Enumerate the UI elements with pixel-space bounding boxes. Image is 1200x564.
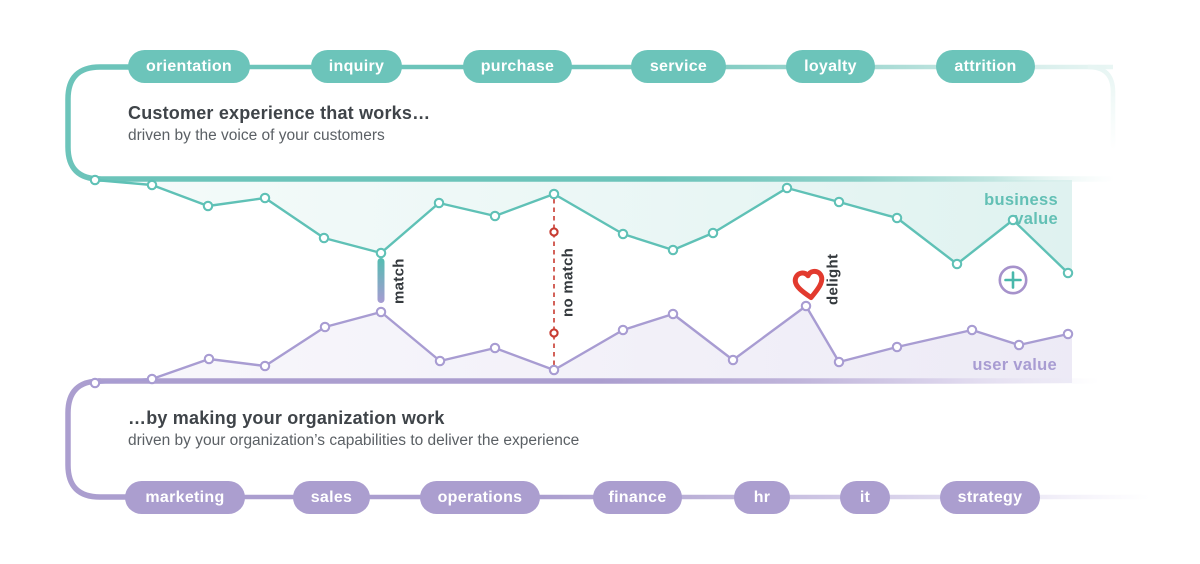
department-pill-marketing: marketing [125, 481, 245, 514]
delight-label: delight [824, 253, 842, 305]
business-value-point [202, 200, 214, 212]
business-value-point [781, 182, 793, 194]
plus-icon[interactable] [998, 265, 1028, 295]
business-value-point [951, 258, 963, 270]
business-value-point [89, 174, 101, 186]
business-value-label: business value [984, 191, 1058, 228]
customer-section-subtitle: driven by the voice of your customers [128, 127, 385, 144]
business-value-point [433, 197, 445, 209]
business-value-point [891, 212, 903, 224]
business-value-point [1062, 267, 1074, 279]
no-match-dot [549, 227, 559, 237]
user-value-point [146, 373, 158, 385]
journey-stage-pill-orientation: orientation [128, 50, 250, 83]
business-value-point [259, 192, 271, 204]
user-value-point [727, 354, 739, 366]
journey-stage-pill-attrition: attrition [936, 50, 1035, 83]
user-value-point [319, 321, 331, 333]
organization-section-heading: …by making your organization work driven… [128, 407, 579, 450]
user-value-line [93, 304, 1070, 385]
delight-heart-icon [792, 268, 825, 301]
business-value-point [146, 179, 158, 191]
business-value-point [318, 232, 330, 244]
organization-section-subtitle: driven by your organization’s capabiliti… [128, 432, 580, 449]
user-value-point [966, 324, 978, 336]
business-value-line [93, 178, 1070, 275]
business-value-point [548, 188, 560, 200]
user-value-point [203, 353, 215, 365]
no-match-dot [549, 328, 559, 338]
business-value-area [95, 180, 1072, 273]
business-value-point [375, 247, 387, 259]
user-value-point [548, 364, 560, 376]
match-label: match [390, 258, 408, 304]
user-value-point [1062, 328, 1074, 340]
business-value-point [489, 210, 501, 222]
business-value-point [833, 196, 845, 208]
user-value-point [489, 342, 501, 354]
organization-section-title: …by making your organization work [128, 408, 445, 428]
user-value-point [259, 360, 271, 372]
user-value-point [1013, 339, 1025, 351]
department-pill-strategy: strategy [940, 481, 1040, 514]
user-value-point [667, 308, 679, 320]
user-value-point [833, 356, 845, 368]
customer-section-title: Customer experience that works… [128, 103, 431, 123]
department-pill-it: it [840, 481, 890, 514]
match-bar [377, 258, 385, 303]
user-value-point [434, 355, 446, 367]
user-value-point [375, 306, 387, 318]
business-value-point [667, 244, 679, 256]
journey-stage-pill-purchase: purchase [463, 50, 572, 83]
journey-loop-corner [65, 64, 132, 182]
department-pill-operations: operations [420, 481, 540, 514]
department-pill-sales: sales [293, 481, 370, 514]
business-value-point [1007, 214, 1019, 226]
user-value-point [800, 300, 812, 312]
user-value-point [89, 377, 101, 389]
user-value-area [95, 306, 1072, 383]
department-pill-hr: hr [734, 481, 790, 514]
user-value-point [891, 341, 903, 353]
no-match-label: no match [559, 247, 577, 317]
user-value-label: user value [972, 356, 1057, 374]
user-value-point [617, 324, 629, 336]
business-value-point [707, 227, 719, 239]
organization-loop-corner [65, 378, 132, 500]
customer-section-heading: Customer experience that works… driven b… [128, 102, 430, 145]
journey-stage-pill-service: service [631, 50, 726, 83]
department-pill-finance: finance [593, 481, 682, 514]
journey-stage-pill-loyalty: loyalty [786, 50, 875, 83]
journey-stage-pill-inquiry: inquiry [311, 50, 402, 83]
business-value-point [617, 228, 629, 240]
journey-connector-right-corner [1087, 64, 1116, 150]
